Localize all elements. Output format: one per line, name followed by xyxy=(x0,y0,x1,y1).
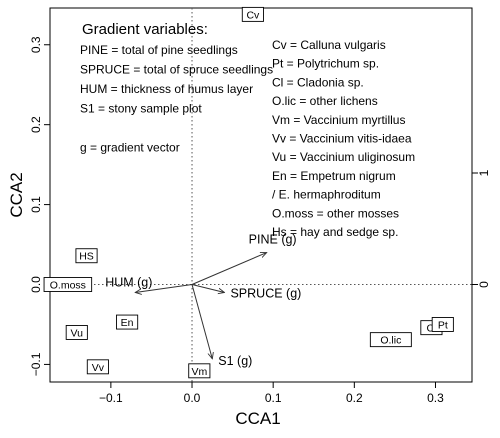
species-box xyxy=(86,359,109,375)
species-box xyxy=(65,325,88,340)
x-tick-label: 0.1 xyxy=(265,391,282,405)
species-label: Cl xyxy=(426,323,436,335)
species-box xyxy=(116,314,139,330)
x-tick-label: −0.1 xyxy=(99,391,123,405)
y-tick-label: 0.3 xyxy=(29,36,43,53)
y-tick-label: 0.0 xyxy=(29,276,43,293)
species-box xyxy=(369,332,412,348)
y-tick-label: 0.2 xyxy=(29,116,43,133)
species-label: Vv xyxy=(92,362,105,374)
species-box xyxy=(431,317,454,332)
species-legend-line: Vm = Vaccinium myrtillus xyxy=(272,113,405,127)
gradient-legend-line: g = gradient vector xyxy=(80,141,180,155)
species-legend-line: O.lic = other lichens xyxy=(272,94,378,108)
species-box xyxy=(188,363,211,379)
right-tick-label: 1 xyxy=(477,169,491,176)
right-axis: 01 xyxy=(472,169,491,288)
species-label: Vm xyxy=(191,366,207,378)
species-legend-line: / E. hermaphroditum xyxy=(272,188,381,202)
species-label: O.lic xyxy=(380,335,401,347)
species-legend-line: O.moss = other mosses xyxy=(272,206,399,220)
y-tick-label: 0.1 xyxy=(29,196,43,213)
y-axis-label: CCA2 xyxy=(7,172,26,217)
x-tick-label: 0.2 xyxy=(346,391,363,405)
species-legend-line: Cv = Calluna vulgaris xyxy=(272,38,386,52)
species-legend-line: Vu = Vaccinium uliginosum xyxy=(272,150,415,164)
vector-arrow xyxy=(135,284,193,293)
species-label: Cv xyxy=(246,9,260,21)
vector-label: S1 (g) xyxy=(218,354,252,368)
species-points: Cv HS O.moss En Vu Vv Vm O.lic Cl Pt xyxy=(43,6,454,379)
vector-arrow xyxy=(191,284,212,359)
species-label: HS xyxy=(79,251,94,263)
right-tick-label: 0 xyxy=(477,281,491,288)
species-label: En xyxy=(121,317,134,329)
species-legend-line: Cl = Cladonia sp. xyxy=(272,75,364,89)
x-axis-label: CCA1 xyxy=(235,409,280,428)
vector-label: PINE (g) xyxy=(249,233,297,247)
x-tick-label: 0.3 xyxy=(427,391,444,405)
gradient-legend-line: HUM = thickness of humus layer xyxy=(80,82,253,96)
y-axis: −0.1 0.0 0.1 0.2 0.3 xyxy=(29,36,50,376)
species-legend-line: Vv = Vaccinium vitis-idaea xyxy=(272,132,412,146)
species-box xyxy=(241,6,264,22)
species-legend-line: Hs = hay and sedge sp. xyxy=(272,225,398,239)
gradient-legend-line: PINE = total of pine seedlings xyxy=(80,43,238,57)
species-legend-line: Pt = Polytrichum sp. xyxy=(272,57,379,71)
gradient-legend-heading: Gradient variables: xyxy=(82,21,208,38)
x-axis: −0.1 0.0 0.1 0.2 0.3 xyxy=(99,382,444,405)
vector-arrow xyxy=(191,284,224,293)
gradient-legend-line: SPRUCE = total of spruce seedlings xyxy=(80,63,273,77)
vector-arrow xyxy=(191,253,267,285)
x-tick-label: 0.0 xyxy=(184,391,201,405)
species-legend-line: En = Empetrum nigrum xyxy=(272,169,396,183)
y-tick-label: −0.1 xyxy=(29,352,43,376)
species-label: Vu xyxy=(71,327,84,339)
species-box xyxy=(75,248,98,264)
vector-label: SPRUCE (g) xyxy=(230,286,301,300)
vector-label: HUM (g) xyxy=(105,275,152,289)
legends: Gradient variables: PINE = total of pine … xyxy=(80,21,415,239)
species-box xyxy=(43,277,93,292)
gradient-vectors: PINE (g) HUM (g) SPRUCE (g) S1 (g) xyxy=(105,233,301,368)
species-label: Pt xyxy=(438,319,448,331)
species-label: O.moss xyxy=(50,280,86,292)
gradient-legend-line: S1 = stony sample plot xyxy=(80,102,202,116)
